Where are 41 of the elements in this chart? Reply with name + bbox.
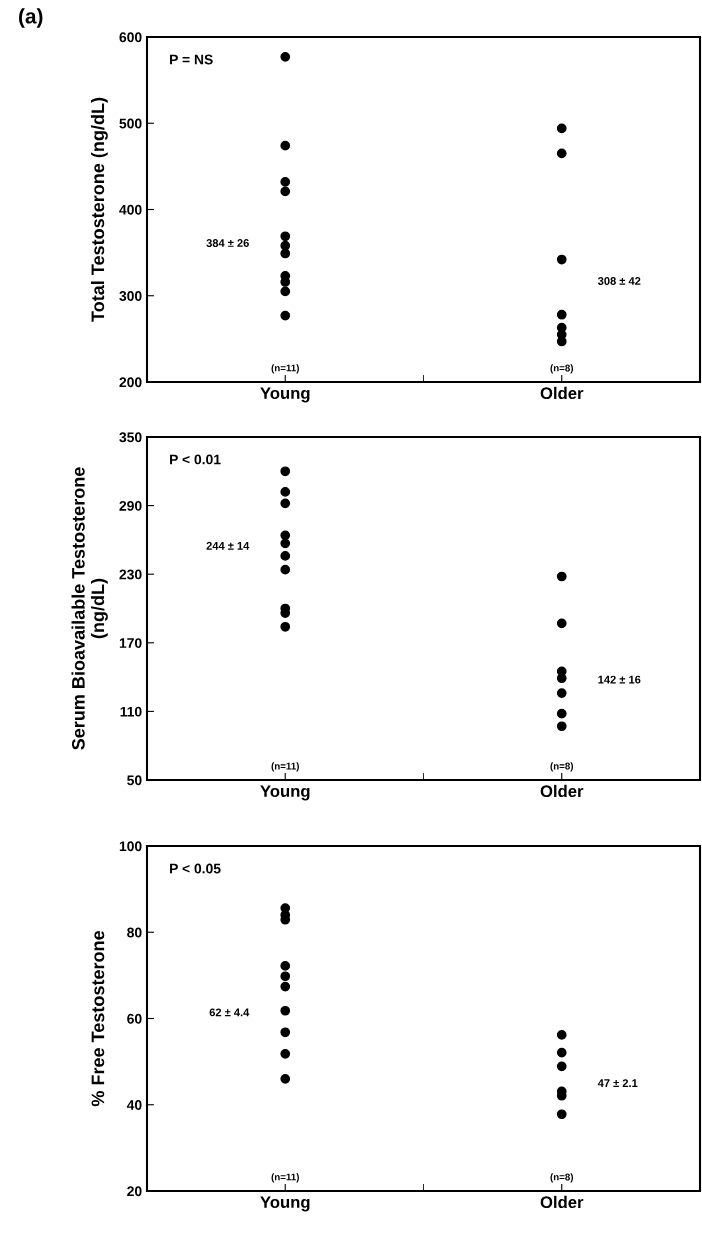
annotation: 142 ± 16 [598,675,641,684]
x-tick-label: Older [540,1195,584,1209]
x-tick-label: Older [540,784,584,798]
y-tick-label: 350 [119,432,142,443]
annotation: (n=11) [271,364,299,374]
annotation: P = NS [170,54,213,65]
y-tick-label: 200 [119,377,142,388]
y-tick-label: 110 [120,706,142,717]
y-tick-label: 290 [119,500,142,511]
annotation: 308 ± 42 [597,277,641,285]
chart-title: (a) [19,8,43,28]
y-tick-label: 170 [119,638,142,648]
x-tick-label: Young [260,785,310,801]
annotation: P < 0.05 [170,863,221,874]
y-tick-label: 600 [119,32,142,43]
annotation: (n=8) [550,1173,574,1183]
annotation: 244 ± 14 [206,541,250,550]
y-tick-label: 100 [119,841,142,852]
y-tick-label: 20 [127,1186,142,1197]
y-tick-label: 230 [119,569,142,580]
y-tick-label: 50 [127,775,142,786]
x-tick-label: Older [540,386,584,400]
annotation: (n=8) [550,364,574,374]
x-tick-label: Young [260,1196,310,1212]
y-tick-label: 40 [126,1100,142,1110]
y-tick-label: 60 [127,1013,142,1024]
x-tick-label: Young [260,387,310,403]
annotation: (n=11) [271,762,299,772]
y-tick-label: 300 [119,291,142,301]
y-tick-label: 400 [119,204,142,215]
y-axis-title: % Free Testosterone [91,930,105,1107]
annotation: P < 0.01 [170,454,221,465]
y-axis-title: Serum Bioavailable Testosterone (ng/dL) [71,467,108,750]
y-tick-label: 500 [119,118,142,129]
annotation: 384 ± 26 [206,239,249,247]
annotation: (n=11) [271,1173,299,1183]
annotation: (n=8) [550,762,574,772]
annotation: 62 ± 4.4 [209,1008,250,1017]
y-axis-title: Total Testosterone (ng/dL) [90,97,108,322]
annotation: 47 ± 2.1 [597,1079,638,1087]
y-tick-label: 80 [127,927,142,938]
